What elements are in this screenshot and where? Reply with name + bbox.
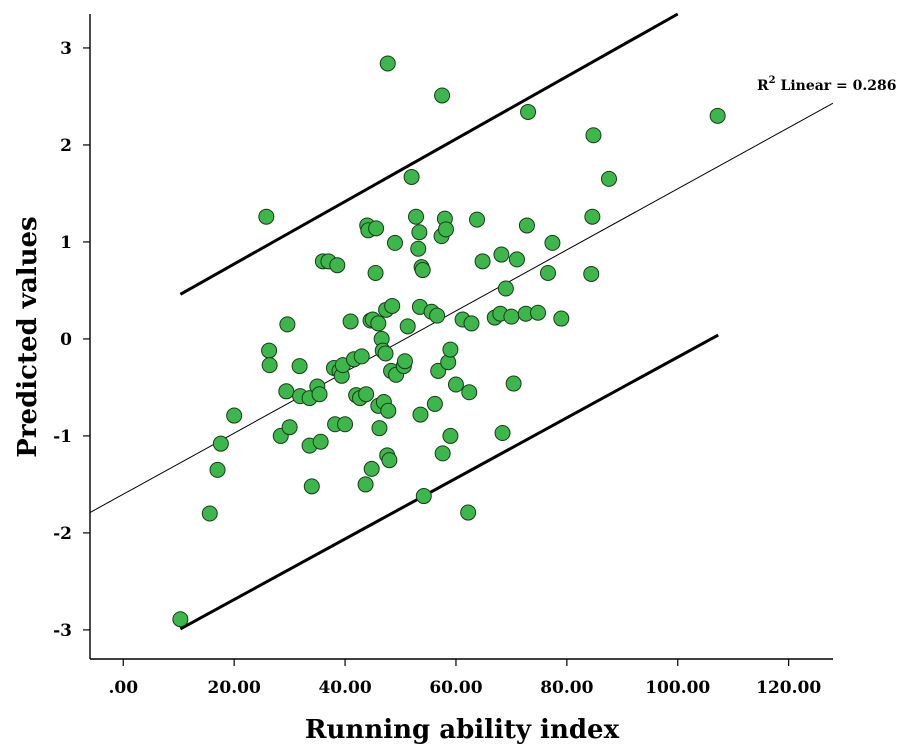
data-point xyxy=(426,395,443,412)
data-point xyxy=(342,313,359,330)
data-point xyxy=(381,452,398,469)
y-tick-label: 3 xyxy=(60,39,72,59)
data-point xyxy=(396,353,413,370)
data-point xyxy=(539,264,556,281)
y-tick-label: -2 xyxy=(53,524,72,544)
prediction-band-upper xyxy=(179,12,679,296)
x-tick-label: 100.00 xyxy=(645,678,710,698)
data-point xyxy=(434,445,451,462)
data-point xyxy=(303,478,320,495)
data-point xyxy=(415,488,432,505)
x-tick-label: 80.00 xyxy=(540,678,593,698)
data-point xyxy=(371,420,388,437)
x-tick-label: .00 xyxy=(108,678,138,698)
data-point xyxy=(380,402,397,419)
data-point xyxy=(384,297,401,314)
data-point xyxy=(414,262,431,279)
data-point xyxy=(209,461,226,478)
data-point xyxy=(377,345,394,362)
data-point xyxy=(505,375,522,392)
data-point xyxy=(353,348,370,365)
x-tick-label: 60.00 xyxy=(429,678,482,698)
data-point xyxy=(386,234,403,251)
data-point xyxy=(201,505,218,522)
data-point xyxy=(329,257,346,274)
data-point xyxy=(412,406,429,423)
data-point xyxy=(600,170,617,187)
data-point xyxy=(434,87,451,104)
data-point xyxy=(278,383,295,400)
data-point xyxy=(463,315,480,332)
data-point xyxy=(493,246,510,263)
y-tick-label: -3 xyxy=(53,621,72,641)
data-point xyxy=(530,304,547,321)
data-point xyxy=(281,419,298,436)
data-point xyxy=(411,224,428,241)
data-point xyxy=(474,253,491,270)
data-point xyxy=(461,384,478,401)
data-point xyxy=(508,251,525,268)
data-point xyxy=(311,386,328,403)
data-point xyxy=(437,221,454,238)
data-point xyxy=(497,280,514,297)
y-tick-label: 1 xyxy=(60,233,72,253)
y-tick-label: -1 xyxy=(53,427,72,447)
data-point xyxy=(494,425,511,442)
data-point xyxy=(212,435,229,452)
data-point xyxy=(358,386,375,403)
data-point xyxy=(258,208,275,225)
x-axis-title: Running ability index xyxy=(305,715,620,745)
data-point xyxy=(363,460,380,477)
data-point xyxy=(442,341,459,358)
data-point xyxy=(429,307,446,324)
data-point xyxy=(279,316,296,333)
x-tick-label: 40.00 xyxy=(318,678,371,698)
data-point xyxy=(399,318,416,335)
data-point xyxy=(553,310,570,327)
y-axis-title: Predicted values xyxy=(13,216,43,457)
data-point xyxy=(503,308,520,325)
data-point xyxy=(368,220,385,237)
data-point xyxy=(709,107,726,124)
data-point xyxy=(312,433,329,450)
data-point xyxy=(226,407,243,424)
data-point xyxy=(469,211,486,228)
data-point xyxy=(172,611,189,628)
r-squared-annotation: R2 Linear = 0.286 xyxy=(757,75,897,94)
data-point xyxy=(261,357,278,374)
data-point xyxy=(584,208,601,225)
data-point xyxy=(357,476,374,493)
x-tick-label: 120.00 xyxy=(756,678,821,698)
data-point xyxy=(447,376,464,393)
data-point xyxy=(410,240,427,257)
data-point xyxy=(442,427,459,444)
data-point xyxy=(408,208,425,225)
data-point xyxy=(379,55,396,72)
y-tick-label: 0 xyxy=(60,330,72,350)
prediction-band-lower xyxy=(179,333,719,631)
regression-fit-line xyxy=(90,102,833,513)
data-point xyxy=(261,342,278,359)
data-point xyxy=(583,265,600,282)
data-point xyxy=(367,264,384,281)
data-point xyxy=(518,217,535,234)
data-point xyxy=(403,168,420,185)
data-point xyxy=(291,358,308,375)
data-point xyxy=(520,103,537,120)
y-tick-label: 2 xyxy=(60,136,72,156)
data-point xyxy=(585,127,602,144)
data-point xyxy=(544,234,561,251)
data-point xyxy=(370,315,387,332)
x-tick-label: 20.00 xyxy=(208,678,261,698)
data-point xyxy=(337,416,354,433)
data-point xyxy=(460,504,477,521)
